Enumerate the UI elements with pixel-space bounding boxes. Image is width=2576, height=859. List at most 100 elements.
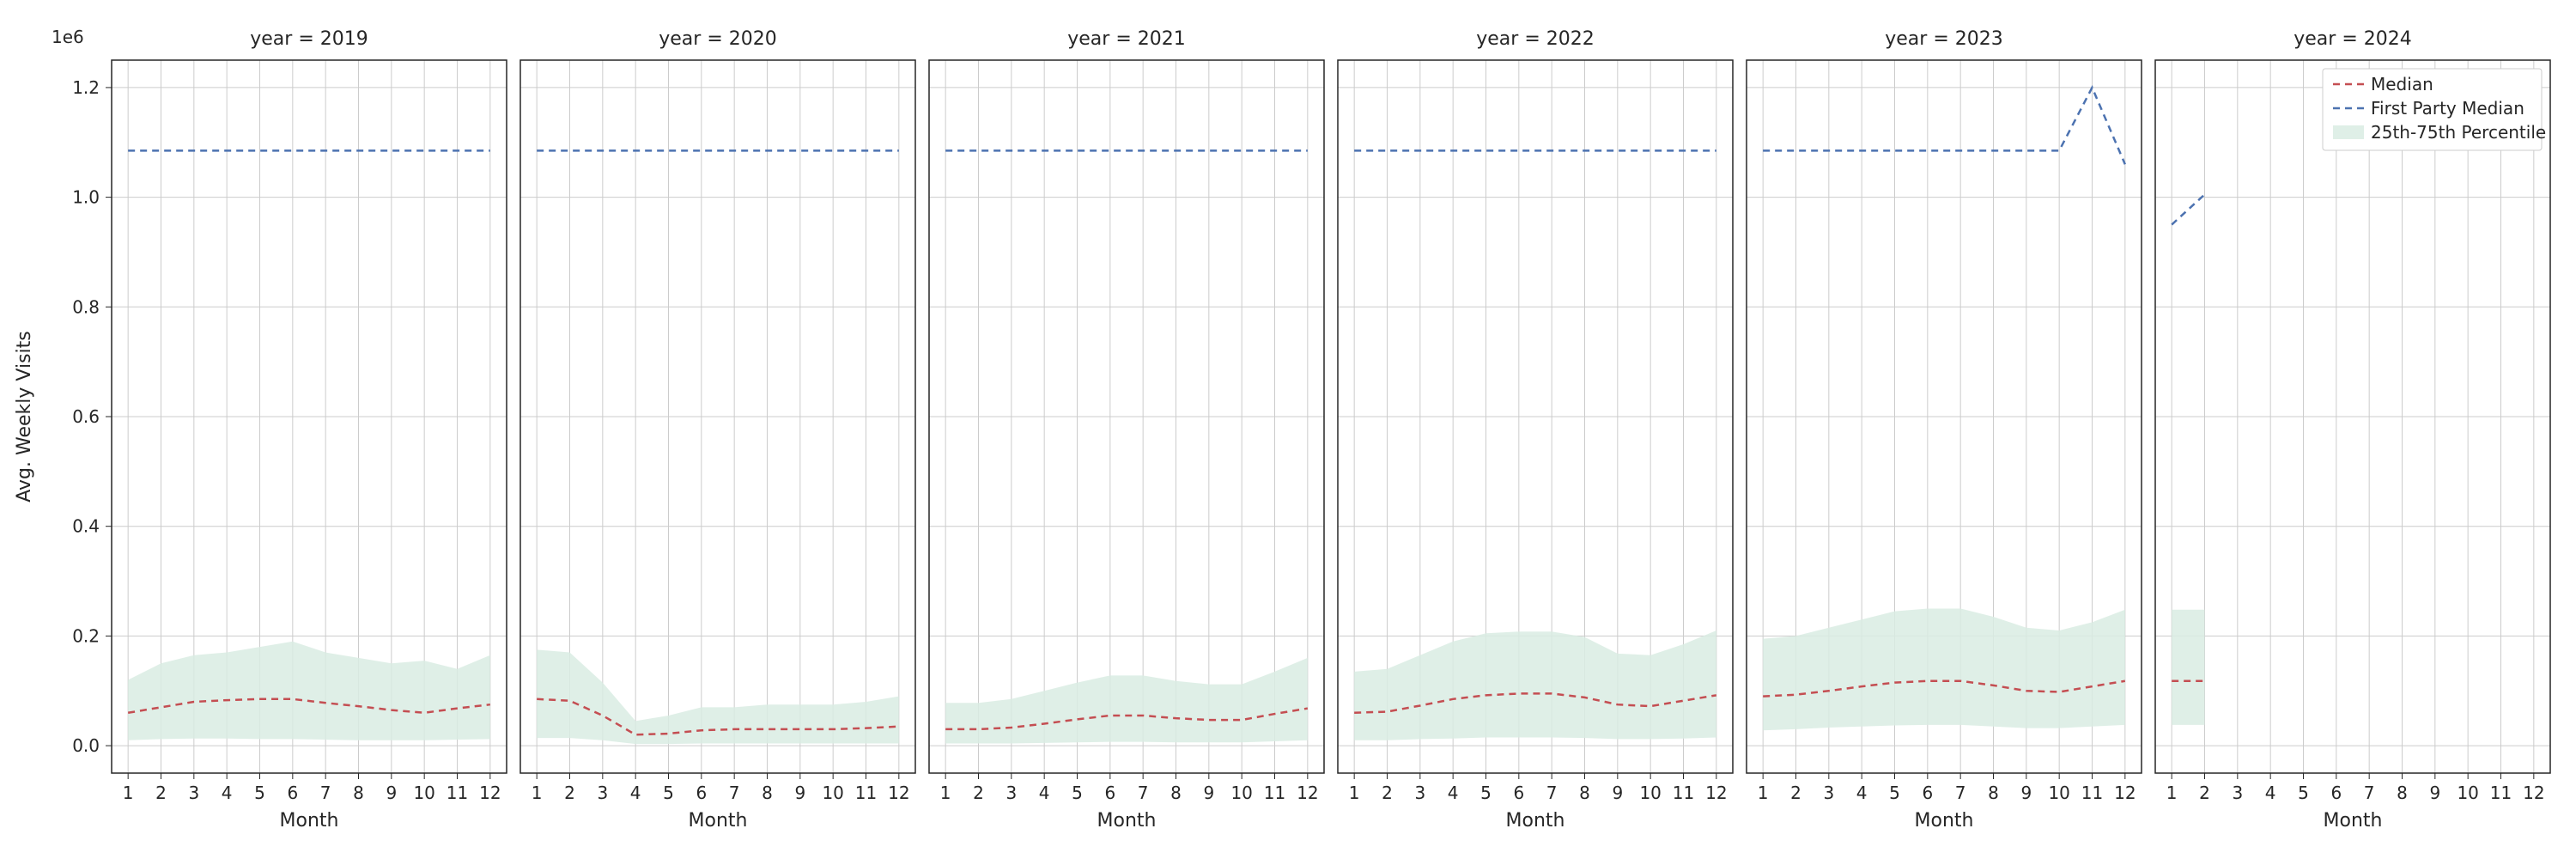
x-tick-label: 4: [222, 783, 233, 803]
x-tick-label: 7: [1138, 783, 1149, 803]
x-tick-label: 7: [2364, 783, 2375, 803]
x-tick-label: 10: [2048, 783, 2069, 803]
x-tick-label: 11: [1673, 783, 1694, 803]
x-tick-label: 2: [1382, 783, 1393, 803]
x-tick-label: 9: [1203, 783, 1214, 803]
x-tick-label: 6: [1922, 783, 1933, 803]
x-tick-label: 7: [1546, 783, 1558, 803]
x-tick-label: 5: [1889, 783, 1900, 803]
panel: 123456789101112year = 2020Month: [520, 28, 915, 832]
x-tick-label: 6: [696, 783, 707, 803]
x-tick-label: 9: [386, 783, 397, 803]
x-tick-label: 2: [2199, 783, 2210, 803]
x-tick-label: 10: [413, 783, 434, 803]
x-tick-label: 8: [1988, 783, 1999, 803]
figure-svg: 1e6Avg. Weekly Visits1234567891011120.00…: [0, 0, 2576, 859]
figure-container: 1e6Avg. Weekly Visits1234567891011120.00…: [0, 0, 2576, 859]
x-tick-label: 2: [1790, 783, 1801, 803]
legend: Median First Party Median 25th-75th Percen…: [2323, 69, 2546, 150]
x-tick-label: 3: [2232, 783, 2243, 803]
x-tick-label: 8: [1170, 783, 1182, 803]
x-tick-label: 10: [2457, 783, 2478, 803]
x-tick-label: 7: [320, 783, 331, 803]
x-tick-label: 12: [888, 783, 909, 803]
x-tick-label: 8: [2397, 783, 2408, 803]
y-tick-label: 1.0: [72, 187, 100, 208]
x-tick-label: 4: [2265, 783, 2276, 803]
x-tick-label: 8: [353, 783, 364, 803]
x-tick-label: 4: [1856, 783, 1868, 803]
x-tick-label: 3: [1414, 783, 1425, 803]
x-tick-label: 8: [762, 783, 773, 803]
y-tick-label: 1.2: [72, 77, 100, 98]
x-tick-label: 6: [1104, 783, 1115, 803]
x-axis-label: Month: [1506, 810, 1565, 832]
x-tick-label: 1: [1758, 783, 1769, 803]
panel: 123456789101112year = 2024MonthMedianFir…: [2155, 28, 2550, 832]
panel: 123456789101112year = 2023Month: [1747, 28, 2142, 832]
x-axis-label: Month: [1097, 810, 1157, 832]
x-tick-label: 12: [1297, 783, 1318, 803]
x-tick-label: 12: [2523, 783, 2544, 803]
panel-title: year = 2024: [2293, 28, 2412, 50]
x-tick-label: 5: [1072, 783, 1083, 803]
percentile-band: [2172, 610, 2204, 725]
panel-title: year = 2023: [1885, 28, 2003, 50]
x-tick-label: 9: [794, 783, 805, 803]
x-tick-label: 1: [532, 783, 543, 803]
x-tick-label: 10: [1230, 783, 1252, 803]
x-axis-label: Month: [280, 810, 339, 832]
panel: 1234567891011120.00.20.40.60.81.01.2year…: [72, 28, 507, 832]
x-tick-label: 6: [2330, 783, 2342, 803]
x-tick-label: 5: [1480, 783, 1492, 803]
panel-title: year = 2020: [659, 28, 777, 50]
legend-item-first-party: First Party Median: [2371, 98, 2524, 119]
x-tick-label: 10: [1639, 783, 1661, 803]
x-tick-label: 11: [2490, 783, 2512, 803]
x-tick-label: 4: [1448, 783, 1459, 803]
x-tick-label: 2: [973, 783, 984, 803]
x-tick-label: 11: [855, 783, 877, 803]
panel-title: year = 2019: [250, 28, 368, 50]
legend-item-median: Median: [2371, 74, 2433, 94]
x-axis-label: Month: [1915, 810, 1974, 832]
y-axis-label: Avg. Weekly Visits: [14, 331, 35, 502]
x-tick-label: 10: [822, 783, 843, 803]
x-tick-label: 5: [254, 783, 265, 803]
x-tick-label: 5: [663, 783, 674, 803]
x-tick-label: 11: [2081, 783, 2103, 803]
x-tick-label: 1: [1349, 783, 1360, 803]
x-tick-label: 9: [2429, 783, 2440, 803]
panel: 123456789101112year = 2022Month: [1338, 28, 1733, 832]
x-tick-label: 7: [1955, 783, 1966, 803]
legend-item-band: 25th-75th Percentile: [2371, 122, 2546, 143]
x-tick-label: 12: [479, 783, 501, 803]
y-tick-label: 0.2: [72, 625, 100, 646]
x-tick-label: 1: [123, 783, 134, 803]
y-tick-label: 0.0: [72, 735, 100, 756]
y-tick-label: 0.4: [72, 516, 100, 537]
x-tick-label: 4: [1039, 783, 1050, 803]
svg-text:1e6: 1e6: [52, 27, 84, 47]
x-tick-label: 6: [1513, 783, 1524, 803]
panel-title: year = 2021: [1067, 28, 1186, 50]
x-tick-label: 5: [2298, 783, 2309, 803]
y-tick-label: 0.6: [72, 406, 100, 427]
panel-title: year = 2022: [1476, 28, 1595, 50]
x-tick-label: 1: [2166, 783, 2178, 803]
x-tick-label: 9: [1612, 783, 1623, 803]
x-tick-label: 3: [1823, 783, 1834, 803]
x-tick-label: 9: [2020, 783, 2032, 803]
x-axis-label: Month: [2324, 810, 2383, 832]
y-tick-label: 0.8: [72, 296, 100, 317]
x-tick-label: 1: [940, 783, 951, 803]
x-tick-label: 12: [2114, 783, 2136, 803]
x-tick-label: 4: [630, 783, 641, 803]
x-tick-label: 3: [597, 783, 608, 803]
panel: 123456789101112year = 2021Month: [929, 28, 1324, 832]
x-tick-label: 11: [447, 783, 468, 803]
x-tick-label: 8: [1579, 783, 1590, 803]
x-axis-label: Month: [689, 810, 748, 832]
x-tick-label: 7: [729, 783, 740, 803]
x-tick-label: 2: [155, 783, 167, 803]
